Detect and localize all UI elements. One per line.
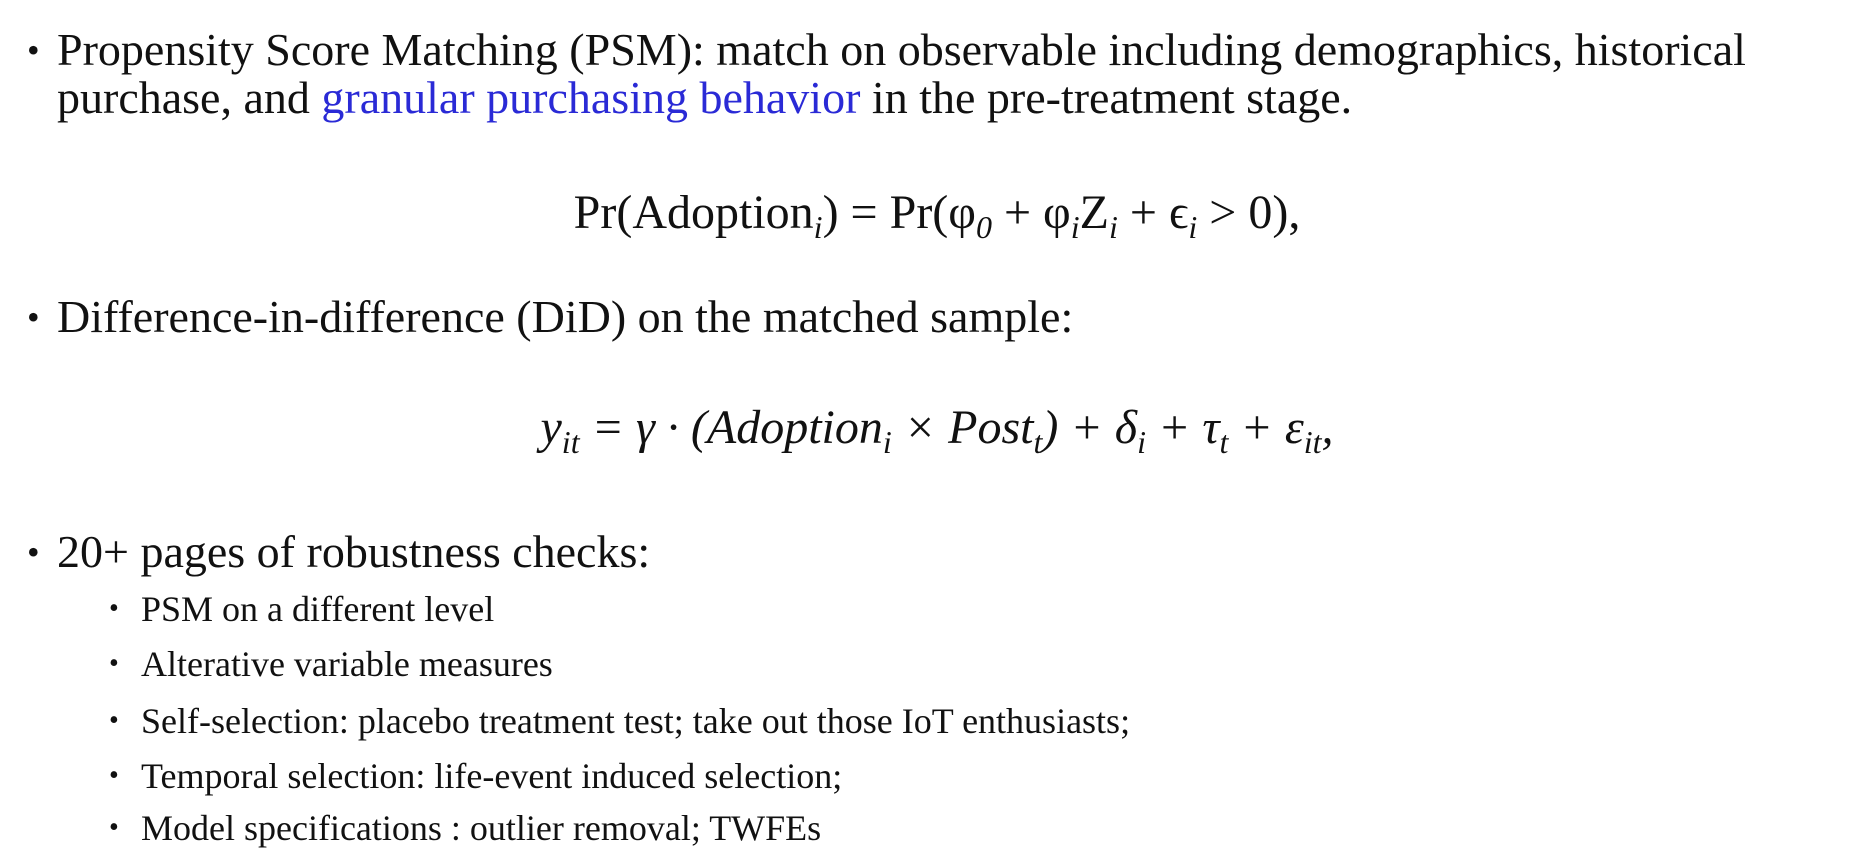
equation-subscript: i — [1188, 209, 1198, 245]
equation-subscript: i — [813, 209, 823, 245]
equation: Pr(Adoptioni) = Pr(φ0 + φiZi + ϵi > 0), — [0, 185, 1874, 243]
sub-bullet: Temporal selection: life-event induced s… — [109, 756, 842, 796]
equation-term: , — [1321, 401, 1334, 454]
equation-subscript: i — [882, 424, 892, 460]
highlight-text: granular purchasing behavior — [321, 72, 861, 123]
equation: yit = γ · (Adoptioni × Postt) + δi + τt … — [0, 400, 1874, 458]
equation-subscript: i — [1108, 209, 1118, 245]
equation-term: ) = Pr(φ — [822, 186, 976, 239]
equation-subscript: i — [1137, 424, 1146, 460]
equation-term: + τ — [1145, 401, 1220, 454]
equation-term: Pr(Adoption — [573, 186, 814, 239]
equation-term: + φ — [991, 186, 1071, 239]
sub-bullet: Model specifications : outlier removal; … — [109, 808, 821, 848]
equation-term: ) + δ — [1042, 401, 1138, 454]
bullet-text: 20+ pages of robustness checks: — [57, 526, 651, 577]
equation-term: Z — [1079, 186, 1109, 239]
bullet-text: in the pre-treatment stage. — [860, 72, 1353, 123]
equation-subscript: t — [1033, 424, 1043, 460]
equation-term: × Post — [891, 401, 1034, 454]
sub-bullet: Self-selection: placebo treatment test; … — [109, 701, 1130, 741]
bullet-text: Difference-in-difference (DiD) on the ma… — [57, 291, 1074, 342]
sub-bullet: PSM on a different level — [109, 589, 494, 629]
equation-subscript: 0 — [975, 209, 992, 245]
bullet-text: Propensity Score Matching (PSM): match o… — [57, 24, 1746, 123]
equation-subscript: t — [1219, 424, 1229, 460]
equation-term: = γ · (Adoption — [579, 401, 883, 454]
bullet: Propensity Score Matching (PSM): match o… — [27, 24, 1857, 123]
equation-term: + ϵ — [1117, 186, 1189, 239]
equation-subscript: it — [561, 424, 580, 460]
equation-term: y — [540, 401, 562, 454]
bullet: 20+ pages of robustness checks: — [27, 526, 1857, 577]
equation-subscript: i — [1070, 209, 1080, 245]
equation-term: > 0), — [1197, 186, 1301, 239]
equation-subscript: it — [1303, 424, 1322, 460]
sub-bullet: Alterative variable measures — [109, 644, 553, 684]
equation-term: + ε — [1228, 401, 1304, 454]
bullet: Difference-in-difference (DiD) on the ma… — [27, 291, 1857, 342]
